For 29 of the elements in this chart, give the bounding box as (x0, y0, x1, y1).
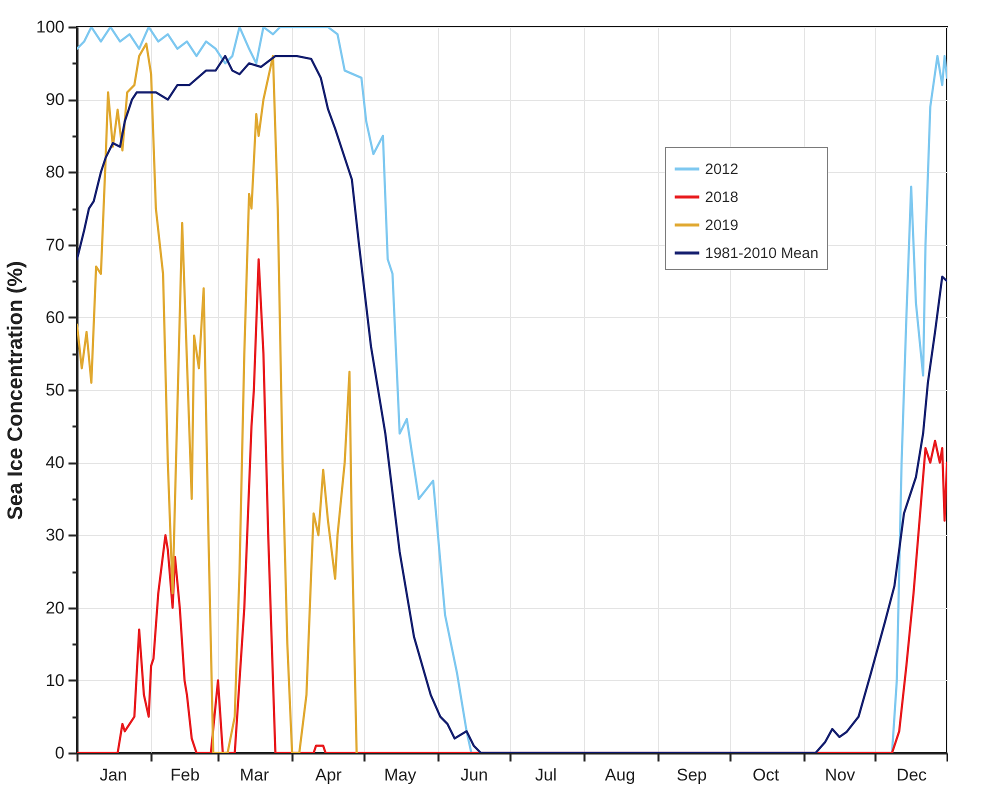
x-tick-label: Dec (896, 766, 928, 784)
x-tick-label: Feb (170, 766, 200, 784)
x-tick-label: Jul (535, 766, 557, 784)
x-tick-label: Sep (676, 766, 707, 784)
y-tick-label: 30 (46, 526, 64, 545)
x-tick-label: Oct (752, 766, 780, 784)
y-tick-label: 90 (46, 90, 64, 110)
legend-label: 2019 (705, 217, 738, 234)
y-tick-label: 60 (46, 308, 64, 327)
y-tick-label: 70 (46, 235, 64, 254)
x-tick-label: Apr (315, 766, 342, 784)
x-tick-label: May (384, 766, 417, 784)
y-tick-label: 20 (46, 598, 64, 618)
y-tick-label: 40 (46, 453, 64, 472)
y-tick-label: 80 (46, 162, 64, 182)
y-tick-label: 50 (46, 380, 64, 400)
y-tick-label: 10 (46, 670, 64, 690)
y-axis-title: Sea Ice Concentration (%) (4, 260, 28, 520)
x-tick-label: Nov (824, 766, 856, 784)
y-tick-label: 0 (55, 744, 64, 762)
x-tick-label: Jan (100, 766, 128, 784)
x-tick-label: Aug (604, 766, 636, 784)
x-tick-label: Mar (240, 766, 270, 784)
legend-label: 2012 (705, 161, 738, 178)
x-tick-label: Jun (460, 766, 488, 784)
legend-label: 1981-2010 Mean (705, 245, 818, 262)
line-series (77, 42, 358, 753)
legend-label: 2018 (705, 189, 738, 206)
y-tick-label: 100 (36, 18, 64, 36)
